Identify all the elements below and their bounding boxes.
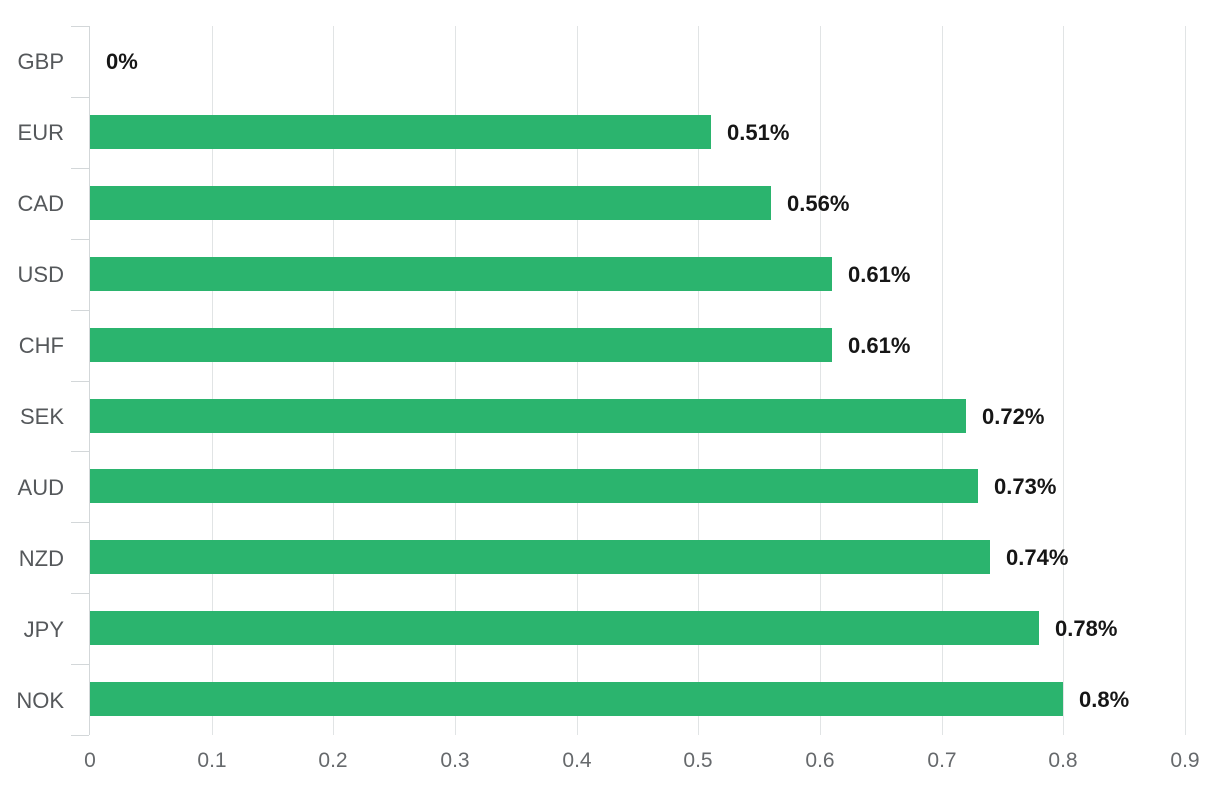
bar-value-label: 0.61% [848, 333, 911, 358]
bar-value-label: 0.51% [727, 120, 790, 145]
category-label: SEK [19, 404, 64, 429]
plot-area: 0% 0.51% 0.56% 0.61% 0.61% 0.72% 0.73% 0.74% 0.7… [90, 26, 1185, 735]
bar-row: 0.73% [90, 451, 1185, 522]
bar-value-label: 0% [106, 49, 138, 74]
bar-row: 0.51% [90, 97, 1185, 168]
x-tick-label: 0.3 [440, 749, 470, 772]
category-label: CHF [18, 333, 64, 358]
bar-value-label: 0.73% [994, 474, 1057, 499]
y-axis-tick [71, 310, 89, 311]
bar [90, 257, 832, 291]
x-tick-label: 0.9 [1170, 749, 1200, 772]
x-tick-label: 0.4 [562, 749, 592, 772]
x-tick-label: 0.5 [683, 749, 713, 772]
bar [90, 469, 978, 503]
category-label: EUR [17, 120, 64, 145]
bar-row: 0.78% [90, 593, 1185, 664]
x-tick-label: 0.8 [1048, 749, 1078, 772]
gridline [1185, 26, 1186, 735]
y-axis-tick [71, 664, 89, 665]
category-label: JPY [23, 617, 64, 642]
y-axis-tick [71, 26, 89, 27]
category-label: NZD [18, 546, 64, 571]
bar-row: 0.61% [90, 310, 1185, 381]
bar [90, 611, 1039, 645]
gridline [333, 26, 334, 735]
y-axis-tick [71, 239, 89, 240]
gridline [820, 26, 821, 735]
gridline [455, 26, 456, 735]
bar-row: 0.74% [90, 522, 1185, 593]
y-axis-tick [71, 381, 89, 382]
category-label: USD [17, 262, 64, 287]
bar-value-label: 0.56% [787, 191, 850, 216]
bar-value-label: 0.72% [982, 404, 1045, 429]
x-tick-label: 0.1 [197, 749, 227, 772]
bar [90, 682, 1063, 716]
gridline [698, 26, 699, 735]
gridline [1063, 26, 1064, 735]
gridline [577, 26, 578, 735]
bar-row: 0.72% [90, 381, 1185, 452]
y-axis-tick [71, 97, 89, 98]
bar-value-label: 0.74% [1006, 545, 1069, 570]
bar-row: 0.61% [90, 239, 1185, 310]
bar-row: 0% [90, 26, 1185, 97]
bar-value-label: 0.78% [1055, 616, 1118, 641]
y-axis-tick [71, 593, 89, 594]
y-axis-tick [71, 735, 89, 736]
y-axis-tick [71, 522, 89, 523]
category-label: CAD [17, 191, 64, 216]
bar [90, 540, 990, 574]
y-axis-line [89, 26, 90, 735]
x-tick-label: 0.7 [927, 749, 957, 772]
x-tick-label: 0.2 [318, 749, 348, 772]
y-axis-tick [71, 451, 89, 452]
x-tick-label: 0 [84, 749, 96, 772]
category-label: NOK [16, 688, 64, 713]
bar [90, 186, 771, 220]
category-label: AUD [17, 475, 64, 500]
gridline [942, 26, 943, 735]
bar-value-label: 0.61% [848, 262, 911, 287]
bar [90, 328, 832, 362]
bar-row: 0.56% [90, 168, 1185, 239]
gridline [212, 26, 213, 735]
bar [90, 115, 711, 149]
y-axis-tick [71, 168, 89, 169]
x-tick-label: 0.6 [805, 749, 835, 772]
bar [90, 399, 966, 433]
bar-row: 0.8% [90, 664, 1185, 735]
category-label: GBP [17, 49, 64, 74]
bar-value-label: 0.8% [1079, 687, 1130, 712]
